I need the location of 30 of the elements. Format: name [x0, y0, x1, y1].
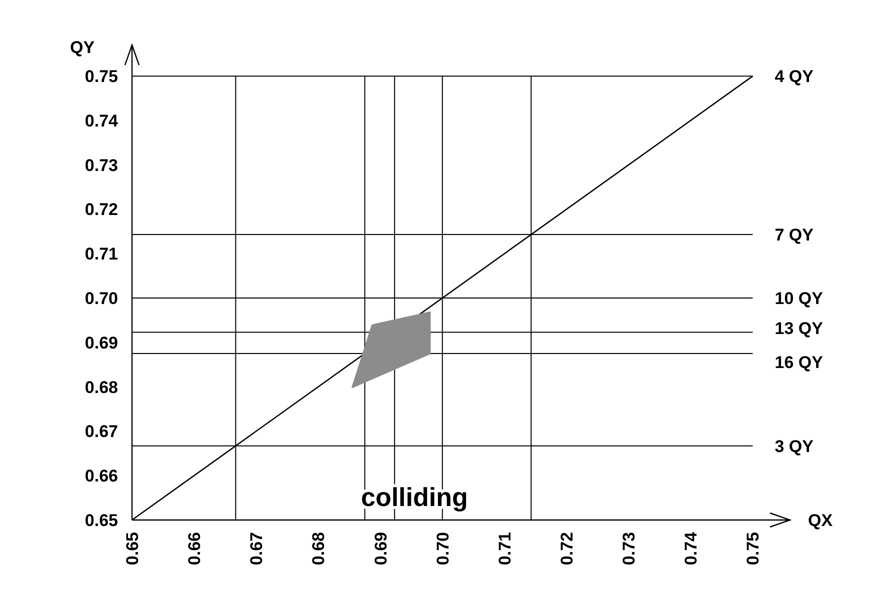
- y-tick-label: 0.71: [84, 244, 118, 264]
- x-tick-label: 0.70: [433, 532, 452, 566]
- x-tick-label: 0.74: [682, 531, 701, 566]
- y-tick-label: 0.67: [84, 422, 118, 442]
- ref-line-label: 7 QY: [774, 226, 814, 245]
- x-tick-label: 0.73: [620, 532, 639, 566]
- ref-line-label: 3 QY: [774, 436, 814, 456]
- x-tick-label: 0.71: [495, 532, 514, 566]
- x-axis-title: QX: [808, 510, 834, 530]
- ref-line-label: 13 QY: [774, 318, 824, 338]
- ref-line-label: 4 QY: [774, 67, 814, 86]
- x-tick-label: 0.75: [744, 532, 763, 566]
- y-tick-label: 0.70: [84, 288, 118, 308]
- x-tick-label: 0.72: [557, 532, 576, 566]
- x-tick-label: 0.69: [371, 532, 390, 566]
- y-tick-label: 0.75: [84, 67, 118, 86]
- x-tick-label: 0.66: [185, 532, 204, 566]
- y-axis-title: QY: [70, 38, 96, 57]
- y-tick-label: 0.68: [84, 378, 118, 397]
- x-tick-label: 0.65: [122, 532, 142, 566]
- ref-line-label: 10 QY: [774, 288, 824, 308]
- y-tick-label: 0.72: [84, 200, 118, 220]
- y-tick-label: 0.66: [84, 466, 118, 486]
- y-tick-label: 0.65: [84, 510, 118, 530]
- y-tick-label: 0.74: [84, 111, 119, 130]
- y-tick-label: 0.73: [84, 156, 118, 175]
- x-tick-label: 0.68: [309, 532, 328, 566]
- x-tick-label: 0.67: [247, 532, 266, 566]
- ref-line-label: 16 QY: [774, 352, 824, 372]
- y-tick-label: 0.69: [84, 333, 118, 352]
